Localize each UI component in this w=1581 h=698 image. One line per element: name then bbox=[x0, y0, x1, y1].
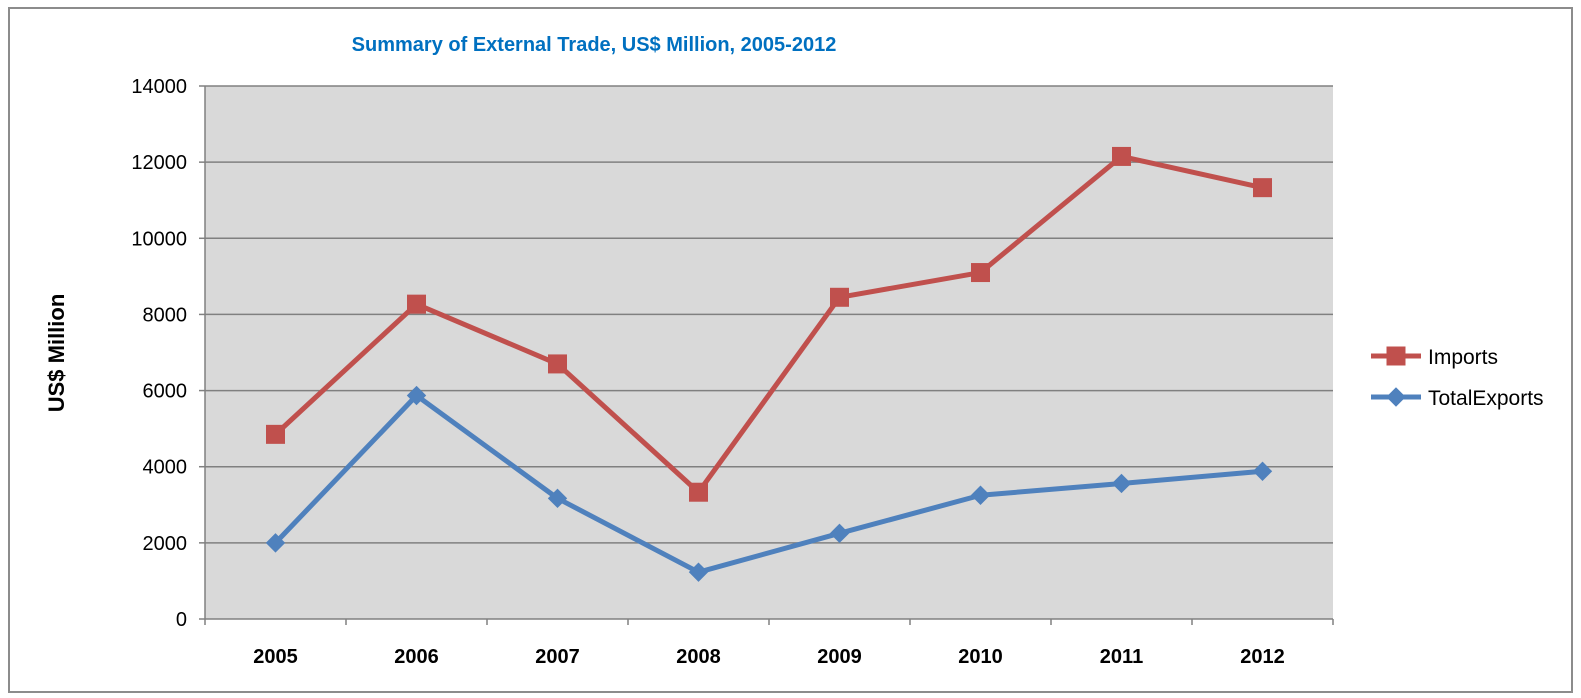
data-point bbox=[688, 562, 709, 582]
y-tick-label: 6000 bbox=[143, 381, 188, 403]
series-totalexports bbox=[265, 385, 1273, 582]
legend-item: TotalExports bbox=[1371, 387, 1544, 410]
data-point bbox=[548, 354, 567, 374]
legend-item: Imports bbox=[1371, 346, 1498, 369]
y-tick-label: 8000 bbox=[143, 304, 188, 326]
x-tick-label: 2010 bbox=[958, 646, 1003, 668]
x-tick-label: 2006 bbox=[394, 646, 439, 668]
series-imports bbox=[266, 146, 1272, 502]
x-tick-label: 2009 bbox=[817, 646, 862, 668]
data-point bbox=[1111, 473, 1132, 494]
x-tick-label: 2011 bbox=[1100, 646, 1143, 668]
data-point bbox=[829, 523, 850, 544]
legend-label: TotalExports bbox=[1428, 387, 1544, 410]
series-line bbox=[273, 153, 1265, 495]
data-point bbox=[407, 294, 426, 314]
y-tick-label: 12000 bbox=[131, 152, 187, 174]
plot-area bbox=[205, 86, 1333, 619]
legend: Imports TotalExports bbox=[1371, 346, 1544, 410]
data-point bbox=[830, 287, 849, 307]
data-point bbox=[1252, 461, 1273, 481]
x-tick-label: 2012 bbox=[1240, 646, 1285, 668]
data-point bbox=[689, 482, 708, 502]
y-tick-label: 10000 bbox=[131, 228, 187, 250]
y-tick-label: 4000 bbox=[143, 457, 188, 479]
legend-marker bbox=[1386, 346, 1406, 366]
data-point bbox=[1253, 178, 1272, 198]
y-tick-label: 2000 bbox=[143, 533, 188, 555]
data-point bbox=[547, 488, 568, 509]
data-point bbox=[1112, 146, 1131, 166]
x-axis-ticks: 2005 2006 2007 2008 2009 2010 2011 2012 bbox=[204, 619, 1334, 668]
x-tick-label: 2007 bbox=[535, 646, 580, 668]
chart-title: Summary of External Trade, US$ Million, … bbox=[352, 34, 837, 56]
x-tick-label: 2005 bbox=[253, 646, 298, 668]
y-tick-label: 14000 bbox=[131, 76, 187, 98]
y-tick-label: 0 bbox=[176, 609, 187, 631]
data-point bbox=[971, 263, 990, 283]
data-point bbox=[406, 385, 427, 406]
legend-label: Imports bbox=[1428, 346, 1498, 369]
y-axis-ticks: 0 2000 4000 6000 8000 10000 12000 14000 bbox=[131, 76, 205, 631]
legend-marker bbox=[1386, 387, 1406, 407]
x-tick-label: 2008 bbox=[676, 646, 721, 668]
series-line bbox=[273, 393, 1265, 575]
data-point bbox=[970, 485, 991, 505]
data-point bbox=[265, 533, 286, 553]
data-point bbox=[266, 424, 285, 444]
y-axis-label: US$ Million bbox=[44, 294, 69, 413]
series-layer bbox=[265, 146, 1273, 582]
